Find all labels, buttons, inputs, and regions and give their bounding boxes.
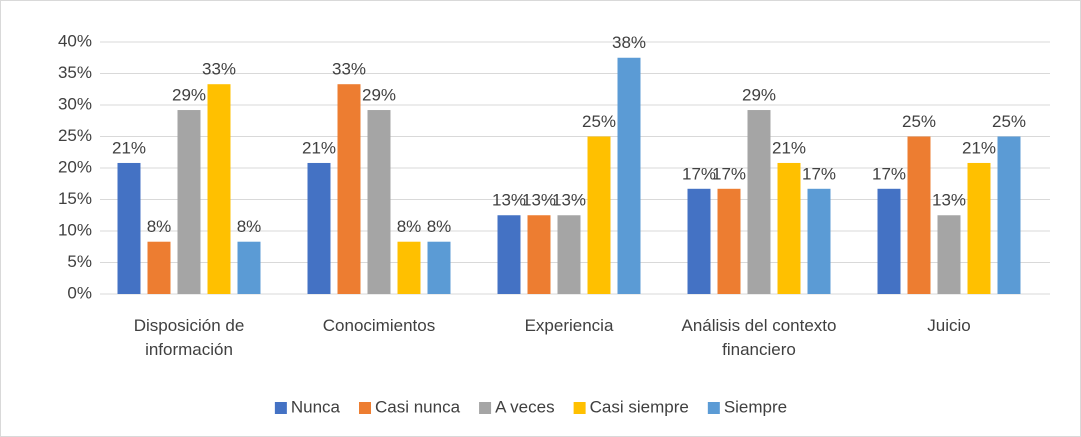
data-label: 21%: [772, 138, 806, 157]
bar: [997, 136, 1021, 294]
y-tick-label: 5%: [67, 252, 92, 271]
bar: [937, 215, 961, 294]
legend-label: Siempre: [724, 397, 787, 416]
data-label: 17%: [712, 164, 746, 183]
data-label: 29%: [362, 86, 396, 105]
y-tick-label: 0%: [67, 283, 92, 302]
x-tick-label: Experiencia: [524, 316, 614, 335]
bar: [237, 241, 261, 294]
data-label: 13%: [522, 191, 556, 210]
data-label: 33%: [332, 60, 366, 79]
data-label: 8%: [397, 217, 422, 236]
data-label: 21%: [962, 138, 996, 157]
data-label: 25%: [582, 112, 616, 131]
y-tick-label: 10%: [58, 220, 92, 239]
data-label: 38%: [612, 33, 646, 52]
bar: [337, 84, 361, 295]
bar: [117, 162, 141, 294]
bar: [777, 162, 801, 294]
data-label: 13%: [552, 191, 586, 210]
y-tick-label: 40%: [58, 31, 92, 50]
data-label: 8%: [427, 217, 452, 236]
y-tick-label: 20%: [58, 157, 92, 176]
bar: [177, 110, 201, 294]
legend-swatch: [274, 402, 287, 414]
bar: [497, 215, 521, 294]
legend-label: Nunca: [291, 397, 341, 416]
bar: [307, 162, 331, 294]
data-label: 17%: [682, 164, 716, 183]
bar: [967, 162, 991, 294]
bar: [907, 136, 931, 294]
data-label: 17%: [872, 164, 906, 183]
bar: [367, 110, 391, 294]
bar: [747, 110, 771, 294]
legend-swatch: [479, 402, 492, 414]
x-tick-label: Juicio: [927, 316, 971, 335]
data-label: 25%: [902, 112, 936, 131]
bar: [557, 215, 581, 294]
bar: [207, 84, 231, 295]
data-label: 8%: [147, 217, 172, 236]
y-tick-label: 25%: [58, 126, 92, 145]
y-tick-label: 35%: [58, 63, 92, 82]
x-tick-label: Conocimientos: [322, 316, 436, 335]
bar: [687, 188, 711, 294]
y-tick-label: 30%: [58, 94, 92, 113]
bar: [617, 57, 641, 294]
data-label: 21%: [112, 138, 146, 157]
data-label: 33%: [202, 60, 236, 79]
x-tick-label: Disposición de información: [133, 316, 245, 359]
legend-label: Casi siempre: [590, 397, 689, 416]
data-label: 13%: [492, 191, 526, 210]
data-label: 21%: [302, 138, 336, 157]
data-label: 8%: [237, 217, 262, 236]
legend-swatch: [573, 402, 586, 414]
legend-label: Casi nunca: [375, 397, 461, 416]
legend-swatch: [359, 402, 372, 414]
bar: [717, 188, 741, 294]
legend-swatch: [707, 402, 720, 414]
bar: [807, 188, 831, 294]
legend-label: A veces: [495, 397, 555, 416]
data-label: 29%: [742, 86, 776, 105]
bar: [147, 241, 171, 294]
data-label: 13%: [932, 191, 966, 210]
bar: [397, 241, 421, 294]
data-label: 17%: [802, 164, 836, 183]
bar: [877, 188, 901, 294]
y-tick-label: 15%: [58, 189, 92, 208]
x-tick-label: Análisis del contexto financiero: [681, 316, 837, 359]
bar: [587, 136, 611, 294]
bar: [527, 215, 551, 294]
data-label: 25%: [992, 112, 1026, 131]
bar: [427, 241, 451, 294]
data-label: 29%: [172, 86, 206, 105]
